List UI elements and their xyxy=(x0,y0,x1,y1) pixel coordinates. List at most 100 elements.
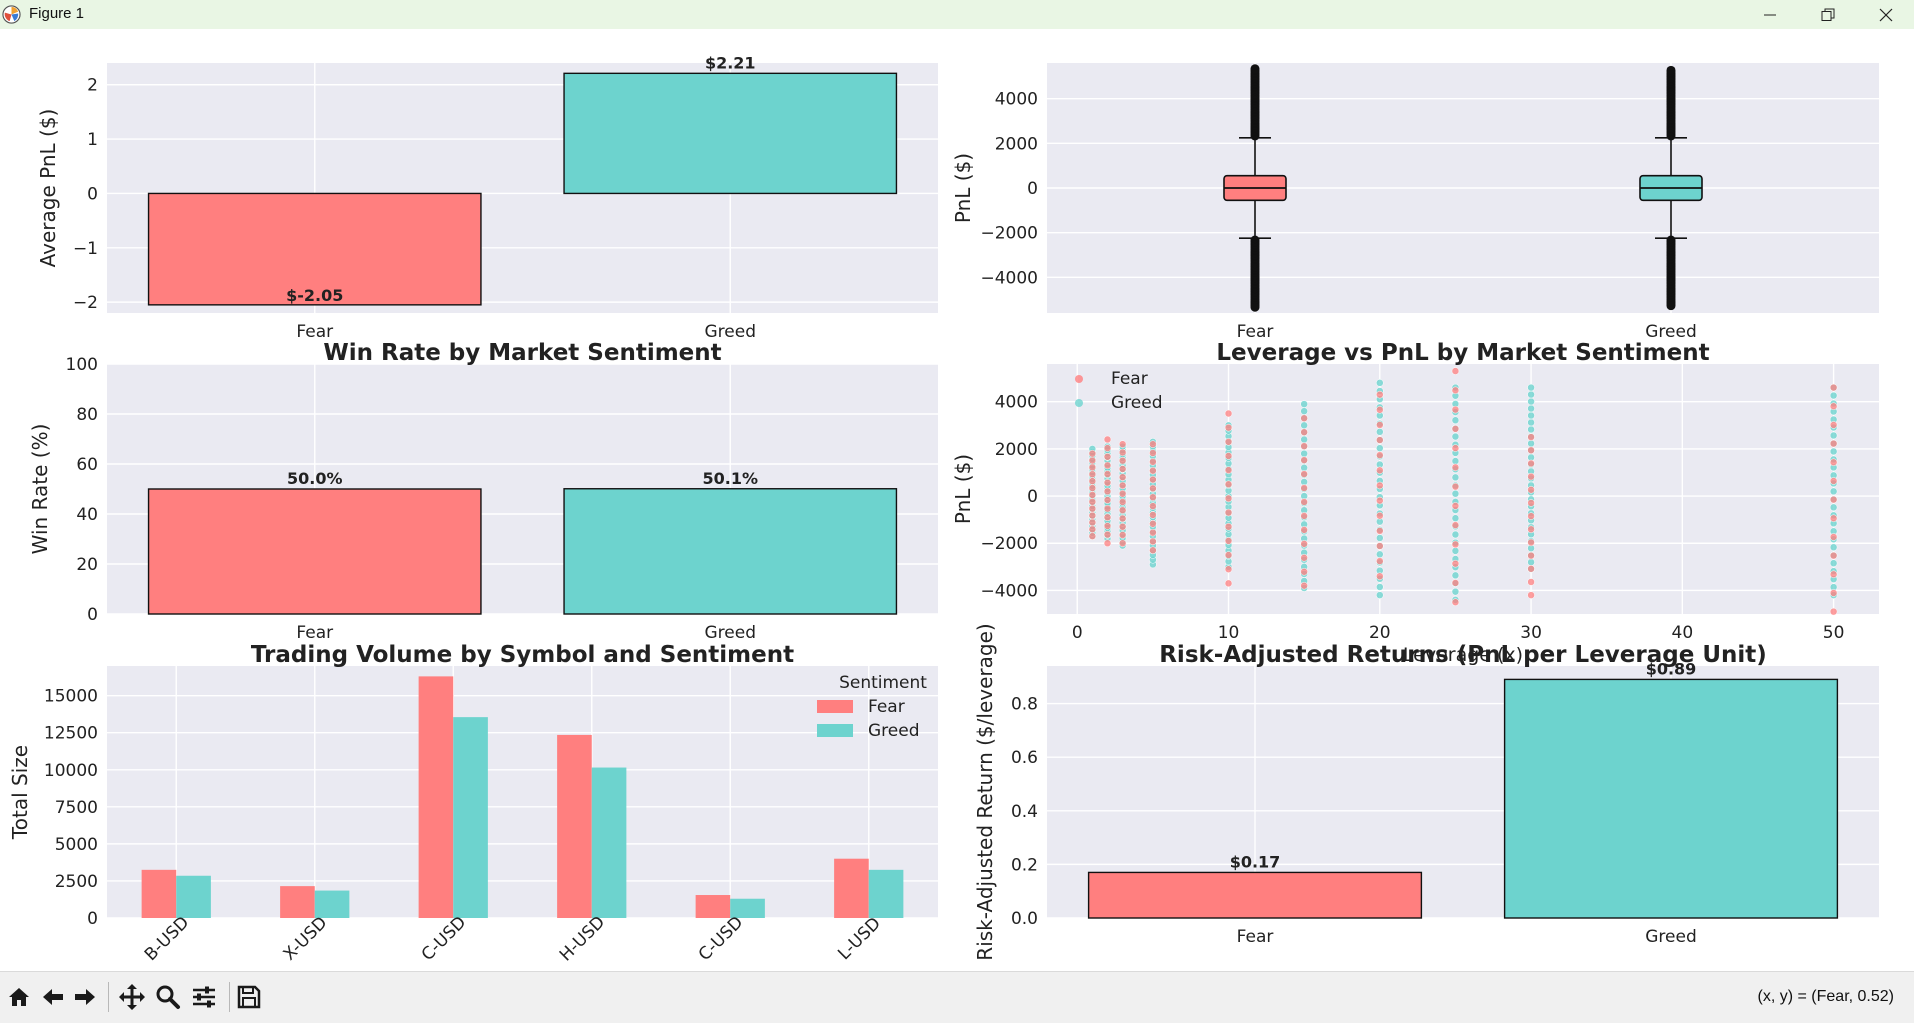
close-button[interactable] xyxy=(1857,0,1914,29)
scatter-point-fear xyxy=(1103,478,1112,487)
scatter-point-fear xyxy=(1376,436,1384,444)
scatter-point-fear xyxy=(1103,444,1112,452)
minimize-button[interactable] xyxy=(1741,0,1799,29)
scatter-point-greed xyxy=(1376,550,1384,559)
scatter-point-fear xyxy=(1829,439,1838,448)
scatter-point-fear xyxy=(1149,537,1157,546)
x-tick-label: X-USD xyxy=(280,913,332,965)
zoom-button[interactable] xyxy=(153,982,183,1012)
scatter-point-fear xyxy=(1451,559,1460,568)
configure-subplots-icon xyxy=(193,986,215,1008)
legend-marker xyxy=(1075,375,1083,383)
scatter-point-fear xyxy=(1224,452,1233,460)
x-tick-label: H-USD xyxy=(556,912,609,965)
x-tick-label: Greed xyxy=(705,322,757,342)
legend-marker xyxy=(1075,399,1083,407)
scatter-point-greed xyxy=(1829,543,1838,551)
scatter-point-fear xyxy=(1118,498,1127,506)
pan-button[interactable] xyxy=(117,982,147,1012)
scatter-point-fear xyxy=(1103,435,1112,444)
scatter-point-greed xyxy=(1376,583,1384,591)
scatter-point-fear xyxy=(1829,458,1838,467)
bar-value-label: $0.89 xyxy=(1646,659,1697,678)
y-tick-label: 0 xyxy=(1027,179,1038,199)
bar-greed xyxy=(868,869,904,918)
axes-background xyxy=(107,666,938,918)
scatter-point-fear xyxy=(1527,499,1535,507)
outlier-point xyxy=(1666,65,1676,75)
scatter-point-fear xyxy=(1118,539,1127,547)
scatter-point-greed xyxy=(1527,418,1535,427)
restore-icon xyxy=(1821,8,1835,21)
scatter-point-greed xyxy=(1527,425,1535,434)
save-button[interactable] xyxy=(234,982,264,1012)
bar-fear xyxy=(147,488,482,615)
scatter-point-fear xyxy=(1300,554,1308,562)
scatter-point-fear xyxy=(1149,458,1157,466)
scatter-point-fear xyxy=(1829,495,1838,504)
scatter-point-greed xyxy=(1451,457,1460,465)
scatter-point-fear xyxy=(1451,540,1460,549)
scatter-point-fear xyxy=(1527,446,1535,455)
scatter-point-fear xyxy=(1103,487,1112,496)
y-tick-label: 60 xyxy=(76,455,98,475)
legend-swatch xyxy=(817,700,853,713)
bar-fear xyxy=(695,895,731,918)
scatter-point-fear xyxy=(1451,444,1460,452)
home-icon xyxy=(9,988,29,1006)
y-tick-label: 0 xyxy=(87,605,98,625)
scatter-point-fear xyxy=(1088,491,1097,499)
scatter-point-fear xyxy=(1224,466,1233,474)
home-button[interactable] xyxy=(4,982,34,1012)
chart-title: Trading Volume by Symbol and Sentiment xyxy=(251,642,794,668)
scatter-point-fear xyxy=(1224,565,1233,573)
scatter-point-greed xyxy=(1527,390,1535,399)
scatter-point-fear xyxy=(1224,423,1233,432)
scatter-point-fear xyxy=(1451,521,1460,529)
scatter-point-fear xyxy=(1300,456,1308,464)
scatter-point-fear xyxy=(1088,449,1097,458)
scatter-point-fear xyxy=(1376,451,1384,459)
scatter-point-fear xyxy=(1088,484,1097,492)
legend-label: Fear xyxy=(868,697,905,717)
back-button[interactable] xyxy=(38,982,68,1012)
navigation-toolbar: (x, y) = (Fear, 0.52) xyxy=(0,971,1914,1023)
chart-risk-adjusted: 0.0 0.2 0.4 0.6 0.8 Risk-Adjusted Return ($/l… xyxy=(973,623,1879,961)
chart-leverage-vs-pnl: −4000 −2000 0 2000 4000 PnL ($) 0 10 20 30 40 50 Fea… xyxy=(951,340,1879,666)
y-tick-label: 4000 xyxy=(995,90,1038,110)
x-tick-label: Greed xyxy=(705,623,757,643)
y-tick-label: 0 xyxy=(1027,487,1038,507)
scatter-point-fear xyxy=(1103,504,1112,513)
scatter-point-fear xyxy=(1118,522,1127,531)
scatter-point-fear xyxy=(1376,421,1384,429)
scatter-point-fear xyxy=(1300,498,1308,506)
scatter-point-greed xyxy=(1829,487,1838,496)
figure-canvas[interactable]: −2 −1 0 1 2 Average PnL ($) $-2.05 Fear $2.21 Gre… xyxy=(0,29,1914,971)
y-tick-label: −2 xyxy=(73,293,98,313)
scatter-point-fear xyxy=(1451,482,1460,491)
legend-label: Greed xyxy=(868,721,920,741)
bar-value-label: 50.1% xyxy=(702,469,758,488)
scatter-point-fear xyxy=(1103,461,1112,470)
scatter-point-greed xyxy=(1829,559,1838,567)
scatter-point-greed xyxy=(1451,514,1460,522)
y-tick-label: 10000 xyxy=(44,761,98,781)
cursor-coordinates: (x, y) = (Fear, 0.52) xyxy=(1757,988,1894,1005)
x-tick-label: Fear xyxy=(1237,322,1274,342)
y-tick-label: 0.2 xyxy=(1011,855,1038,875)
scatter-point-greed xyxy=(1451,432,1460,441)
bar-greed xyxy=(1503,678,1839,919)
y-tick-label: 1 xyxy=(87,130,98,150)
bar-fear xyxy=(557,734,592,918)
configure-subplots-button[interactable] xyxy=(189,982,219,1012)
forward-button[interactable] xyxy=(70,982,100,1012)
scatter-point-fear xyxy=(1118,465,1127,473)
scatter-point-fear xyxy=(1376,481,1384,490)
scatter-point-fear xyxy=(1118,456,1127,465)
scatter-point-fear xyxy=(1149,484,1157,493)
scatter-point-fear xyxy=(1829,421,1838,429)
toolbar-separator xyxy=(229,982,230,1012)
maximize-button[interactable] xyxy=(1799,0,1857,29)
scatter-point-fear xyxy=(1829,514,1838,523)
chart-title: Leverage vs PnL by Market Sentiment xyxy=(1216,340,1709,366)
